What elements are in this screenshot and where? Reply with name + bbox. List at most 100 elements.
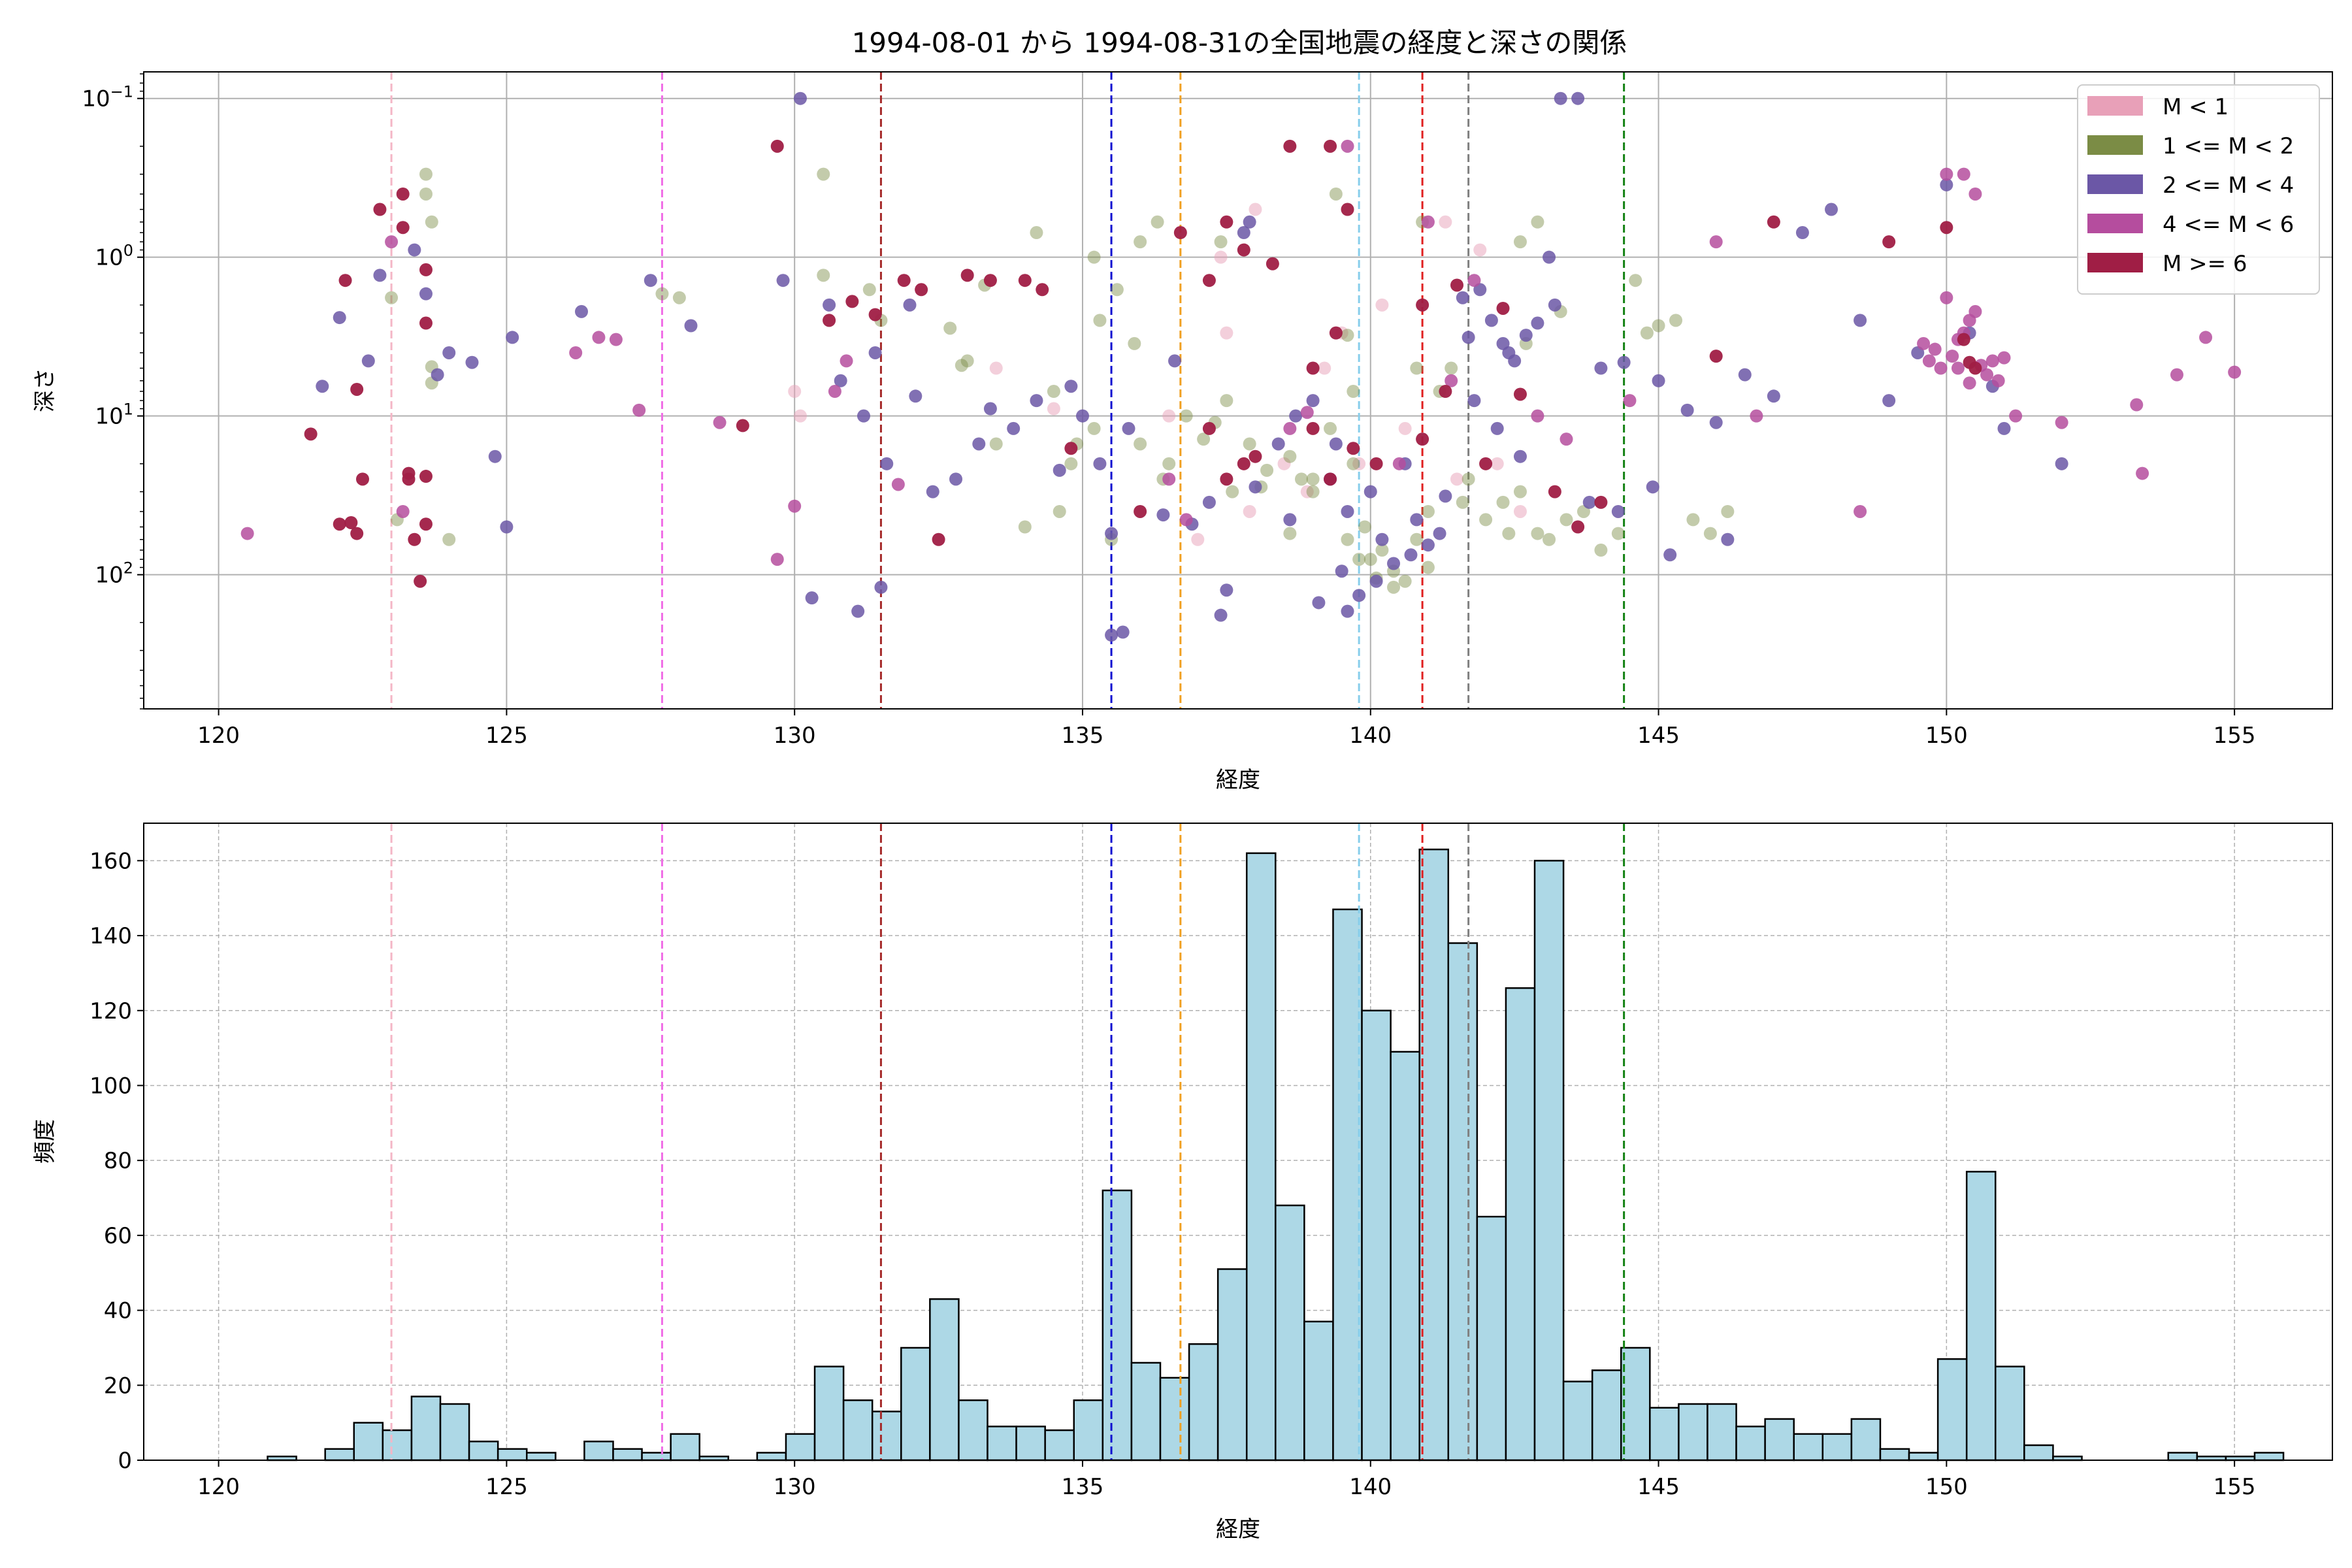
- scatter-point: [983, 274, 997, 287]
- scatter-point: [840, 354, 853, 368]
- scatter-point: [1421, 504, 1435, 518]
- scatter-point: [897, 274, 911, 287]
- scatter-point: [955, 359, 968, 372]
- scatter-point: [1151, 215, 1164, 229]
- histogram-bar: [1275, 1204, 1305, 1462]
- scatter-point: [1179, 513, 1193, 527]
- histogram-x-tick-label: 130: [774, 1474, 816, 1500]
- scatter-point: [1940, 178, 1953, 191]
- scatter-point: [1018, 274, 1032, 287]
- histogram-bar: [1591, 1369, 1622, 1462]
- scatter-point: [1398, 421, 1412, 435]
- histogram-x-ticks: 120 125 130 135 140 145 150 155: [197, 1460, 2256, 1500]
- scatter-point: [1663, 548, 1677, 562]
- histogram-bar: [353, 1422, 384, 1462]
- scatter-points: [240, 91, 2242, 642]
- scatter-point: [2136, 466, 2149, 480]
- scatter-point: [1611, 527, 1625, 540]
- scatter-point: [874, 580, 888, 594]
- histogram-x-tick-label: 140: [1349, 1474, 1392, 1500]
- histogram-bar: [900, 1347, 931, 1462]
- scatter-plot-area: [143, 71, 2333, 710]
- scatter-point: [1721, 532, 1735, 546]
- scatter-point: [419, 167, 433, 181]
- scatter-point: [1134, 437, 1147, 451]
- histogram-bar: [987, 1426, 1017, 1462]
- scatter-point: [1202, 274, 1216, 287]
- scatter-y-tick-label: 101: [95, 400, 133, 430]
- scatter-point: [1324, 421, 1337, 435]
- scatter-point: [1306, 472, 1320, 486]
- scatter-point: [1450, 472, 1463, 486]
- scatter-point: [1214, 608, 1228, 622]
- scatter-point: [1750, 409, 1763, 423]
- scatter-point: [316, 380, 329, 393]
- histogram-bar: [1735, 1426, 1766, 1462]
- scatter-point: [632, 403, 646, 417]
- scatter-point: [776, 274, 790, 287]
- scatter-point: [1951, 361, 1965, 375]
- scatter-point: [1709, 235, 1723, 249]
- scatter-point: [1968, 304, 1982, 318]
- scatter-point: [972, 437, 986, 451]
- scatter-point: [1335, 564, 1348, 578]
- scatter-point: [794, 91, 807, 105]
- scatter-x-tick-label: 155: [2213, 723, 2256, 749]
- histogram-bar: [1620, 1347, 1651, 1462]
- histogram-y-tick-label: 100: [90, 1073, 132, 1099]
- histogram-y-tick-label: 80: [104, 1148, 132, 1174]
- scatter-point: [1686, 513, 1700, 527]
- scatter-point: [1318, 361, 1331, 375]
- scatter-point: [1369, 574, 1383, 588]
- scatter-point: [1352, 589, 1366, 602]
- histogram-bar: [958, 1399, 988, 1462]
- scatter-point: [1946, 350, 1959, 363]
- scatter-point: [1467, 274, 1481, 287]
- histogram-bar: [2253, 1452, 2285, 1462]
- scatter-point: [1445, 361, 1458, 375]
- scatter-point: [1445, 374, 1458, 387]
- scatter-point: [488, 449, 502, 463]
- scatter-point: [1433, 527, 1446, 540]
- scatter-point: [1611, 504, 1625, 518]
- scatter-point: [1513, 235, 1527, 249]
- scatter-point: [1496, 301, 1510, 315]
- histogram-bar: [1649, 1407, 1680, 1462]
- scatter-point: [1963, 376, 1976, 390]
- scatter-point: [1940, 221, 1953, 235]
- scatter-point: [1341, 329, 1354, 342]
- histogram-x-axis-label: 経度: [1216, 1516, 1260, 1543]
- scatter-point: [1047, 402, 1060, 416]
- scatter-point: [361, 354, 375, 368]
- scatter-point: [1375, 298, 1389, 312]
- scatter-point: [1036, 283, 1049, 297]
- scatter-point: [1064, 442, 1078, 455]
- histogram-y-axis-label: 頻度: [32, 1119, 58, 1164]
- histogram-bar: [324, 1448, 355, 1462]
- scatter-point: [350, 527, 364, 540]
- scatter-point: [1179, 409, 1193, 423]
- scatter-point: [1652, 374, 1665, 387]
- scatter-point: [408, 243, 421, 257]
- scatter-point: [1479, 513, 1493, 527]
- scatter-point: [1122, 421, 1135, 435]
- scatter-point: [1519, 329, 1533, 342]
- scatter-point: [419, 287, 433, 301]
- scatter-point: [823, 298, 836, 312]
- histogram-bar: [1217, 1268, 1248, 1462]
- scatter-point: [1277, 457, 1291, 470]
- scatter-point: [1985, 354, 1999, 368]
- scatter-point: [960, 354, 974, 368]
- scatter-point: [373, 203, 387, 216]
- legend-swatch-m-4-6: [2087, 214, 2143, 233]
- scatter-point: [932, 532, 945, 546]
- scatter-point: [1249, 449, 1262, 463]
- scatter-point: [442, 346, 456, 359]
- scatter-point: [2130, 398, 2144, 412]
- legend-swatch-m-2-4: [2087, 174, 2143, 194]
- scatter-point: [1162, 457, 1176, 470]
- scatter-point: [1283, 449, 1297, 463]
- scatter-point: [1928, 342, 1942, 356]
- histogram-bar: [1476, 1215, 1507, 1462]
- scatter-point: [1375, 532, 1389, 546]
